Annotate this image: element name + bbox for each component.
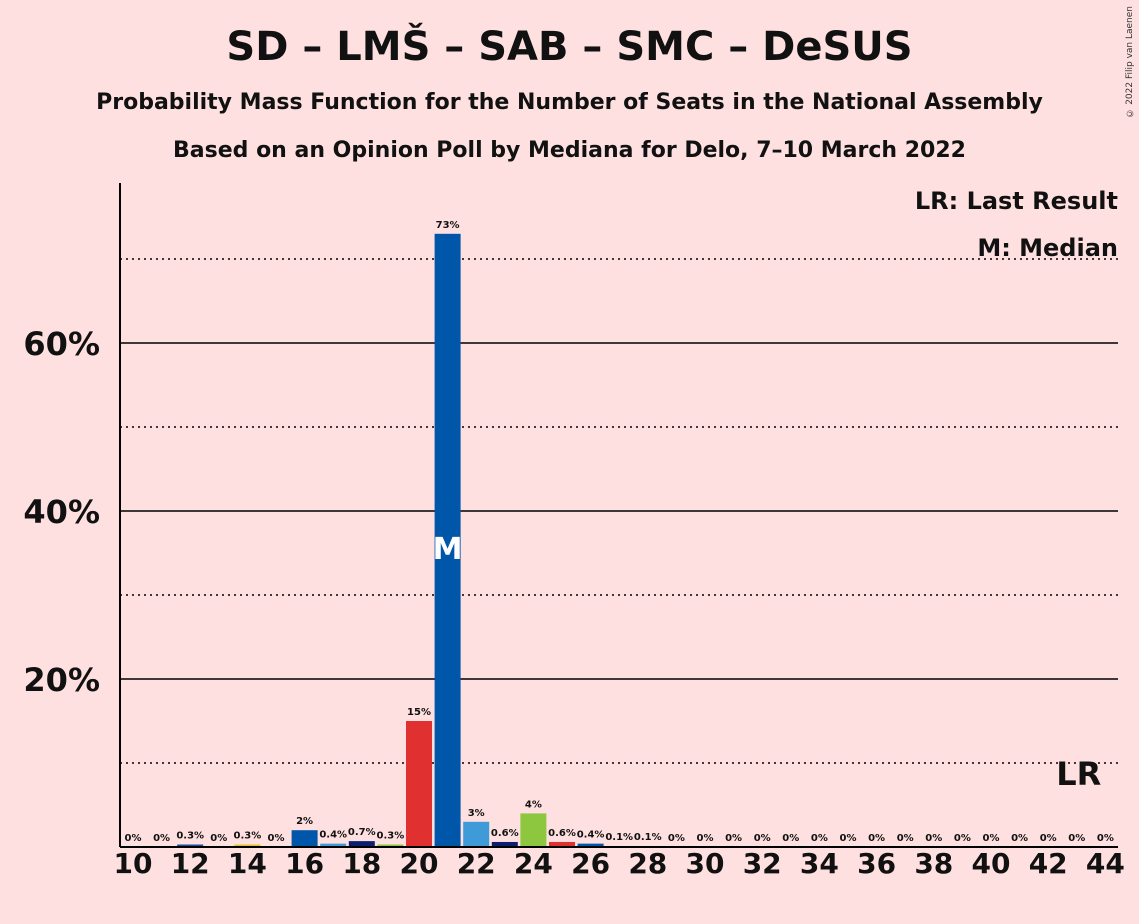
data-label-seat-35: 0% <box>840 833 857 844</box>
data-label-seat-20: 15% <box>407 707 431 718</box>
data-label-seat-12: 0.3% <box>176 830 204 841</box>
data-label-seat-42: 0% <box>1040 833 1057 844</box>
bar-seat-17 <box>320 843 347 847</box>
data-label-seat-26: 0.4% <box>577 830 605 841</box>
data-label-seat-38: 0% <box>925 833 942 844</box>
bar-seat-19 <box>377 844 404 847</box>
x-tick-label: 18 <box>342 847 381 880</box>
x-tick-label: 42 <box>1029 847 1068 880</box>
x-tick-label: 34 <box>800 847 839 880</box>
data-label-seat-27: 0.1% <box>605 832 633 843</box>
x-tick-label: 44 <box>1086 847 1125 880</box>
chart-subtitle-1: Probability Mass Function for the Number… <box>96 90 1043 115</box>
x-tick-label: 16 <box>285 847 324 880</box>
y-tick-label: 20% <box>23 661 100 699</box>
data-label-seat-19: 0.3% <box>377 830 405 841</box>
data-label-seat-18: 0.7% <box>348 827 376 838</box>
data-label-seat-15: 0% <box>268 833 285 844</box>
x-tick-label: 28 <box>628 847 667 880</box>
data-label-seat-14: 0.3% <box>234 830 262 841</box>
data-label-seat-29: 0% <box>668 833 685 844</box>
x-tick-label: 12 <box>171 847 210 880</box>
chart-subtitle-2: Based on an Opinion Poll by Mediana for … <box>173 138 966 163</box>
data-label-seat-34: 0% <box>811 833 828 844</box>
x-tick-label: 20 <box>400 847 439 880</box>
bar-seat-23 <box>491 841 518 847</box>
bar-seat-12 <box>177 844 204 847</box>
bar-seat-20 <box>406 721 432 847</box>
data-label-seat-13: 0% <box>210 833 227 844</box>
median-marker: M <box>433 532 463 567</box>
data-label-seat-39: 0% <box>954 833 971 844</box>
y-tick-label: 40% <box>23 493 100 531</box>
data-label-seat-30: 0% <box>697 833 714 844</box>
bars <box>177 233 661 848</box>
data-label-seat-31: 0% <box>725 833 742 844</box>
bar-seat-22 <box>463 821 490 847</box>
x-tick-label: 26 <box>571 847 610 880</box>
x-tick-label: 22 <box>457 847 496 880</box>
x-tick-label: 32 <box>743 847 782 880</box>
data-label-seat-28: 0.1% <box>634 832 662 843</box>
data-label-seat-44: 0% <box>1097 833 1114 844</box>
data-label-seat-21: 73% <box>436 220 460 231</box>
x-axis-ticks: 10 12 14 16 18 20 22 24 26 28 30 32 34 36 38 40 42 44 <box>114 847 1125 880</box>
data-label-seat-11: 0% <box>153 833 170 844</box>
legend-median: M: Median <box>977 234 1118 262</box>
bar-seat-16 <box>291 830 318 847</box>
data-label-seat-24: 4% <box>525 799 542 810</box>
y-axis-ticks: 20% 40% 60% <box>23 325 100 699</box>
data-label-seat-37: 0% <box>897 833 914 844</box>
x-tick-label: 40 <box>972 847 1011 880</box>
x-tick-label: 10 <box>114 847 153 880</box>
data-label-seat-41: 0% <box>1011 833 1028 844</box>
bar-seat-14 <box>234 844 261 847</box>
data-label-seat-23: 0.6% <box>491 828 519 839</box>
y-tick-label: 60% <box>23 325 100 363</box>
bar-seat-18 <box>348 841 375 847</box>
x-tick-label: 14 <box>228 847 267 880</box>
data-label-seat-17: 0.4% <box>319 830 347 841</box>
data-label-seat-22: 3% <box>468 808 485 819</box>
data-label-seat-10: 0% <box>125 833 142 844</box>
data-label-seat-32: 0% <box>754 833 771 844</box>
data-label-seat-16: 2% <box>296 816 313 827</box>
gridlines <box>120 258 1118 764</box>
x-tick-label: 24 <box>514 847 553 880</box>
bar-seat-24 <box>520 813 547 847</box>
x-tick-label: 30 <box>686 847 725 880</box>
x-tick-label: 36 <box>857 847 896 880</box>
x-tick-label: 38 <box>914 847 953 880</box>
bar-seat-21 <box>434 233 461 848</box>
data-label-seat-43: 0% <box>1068 833 1085 844</box>
data-label-seat-25: 0.6% <box>548 828 576 839</box>
data-label-seat-33: 0% <box>782 833 799 844</box>
bar-seat-25 <box>549 841 575 847</box>
legend-last-result: LR: Last Result <box>915 187 1118 215</box>
data-labels: 0% 0% 0.3% 0% 0.3% 0%2%0.4% 0.7% 0.3%15%73%3%0.… <box>125 220 1114 844</box>
chart-title: SD – LMŠ – SAB – SMC – DeSUS <box>226 24 913 70</box>
bar-seat-26 <box>577 843 604 847</box>
data-label-seat-40: 0% <box>983 833 1000 844</box>
data-label-seat-36: 0% <box>868 833 885 844</box>
last-result-marker: LR <box>1056 755 1101 793</box>
